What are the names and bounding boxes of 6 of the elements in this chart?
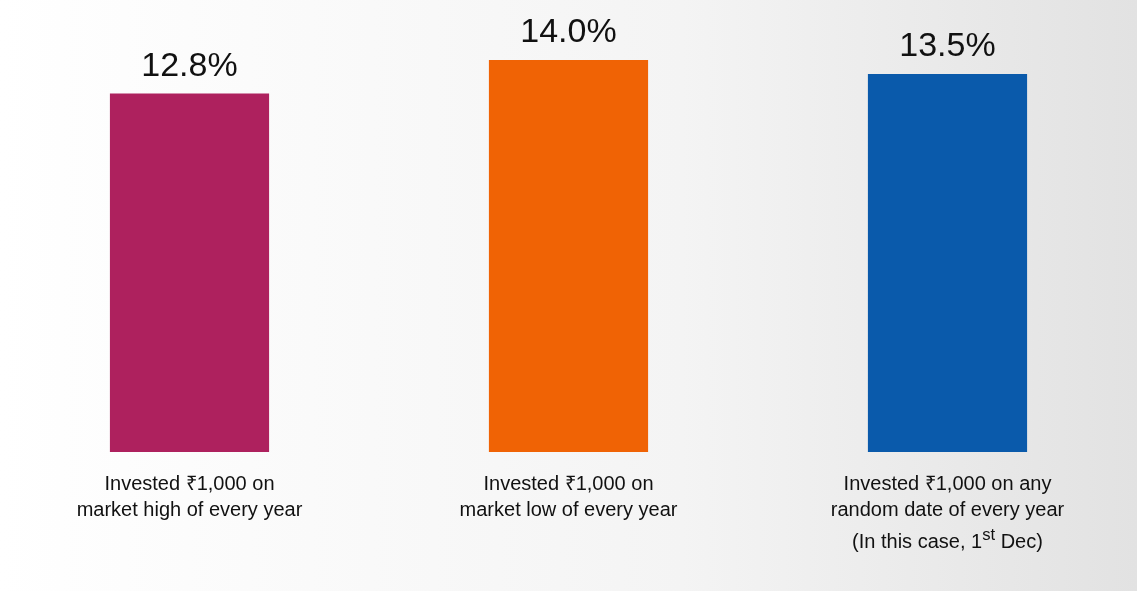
data-label: 13.5% [899,25,996,64]
data-label: 12.8% [141,44,238,83]
x-tick-label: Invested ₹1,000 on market high of every year [75,471,304,522]
x-tick-label: Invested ₹1,000 on market low of every year [458,471,679,522]
x-tick-label: Invested ₹1,000 on any random date of every year (In this case, 1$^{st}$ Dec) [829,471,1066,554]
data-label: 14.0% [520,11,617,50]
